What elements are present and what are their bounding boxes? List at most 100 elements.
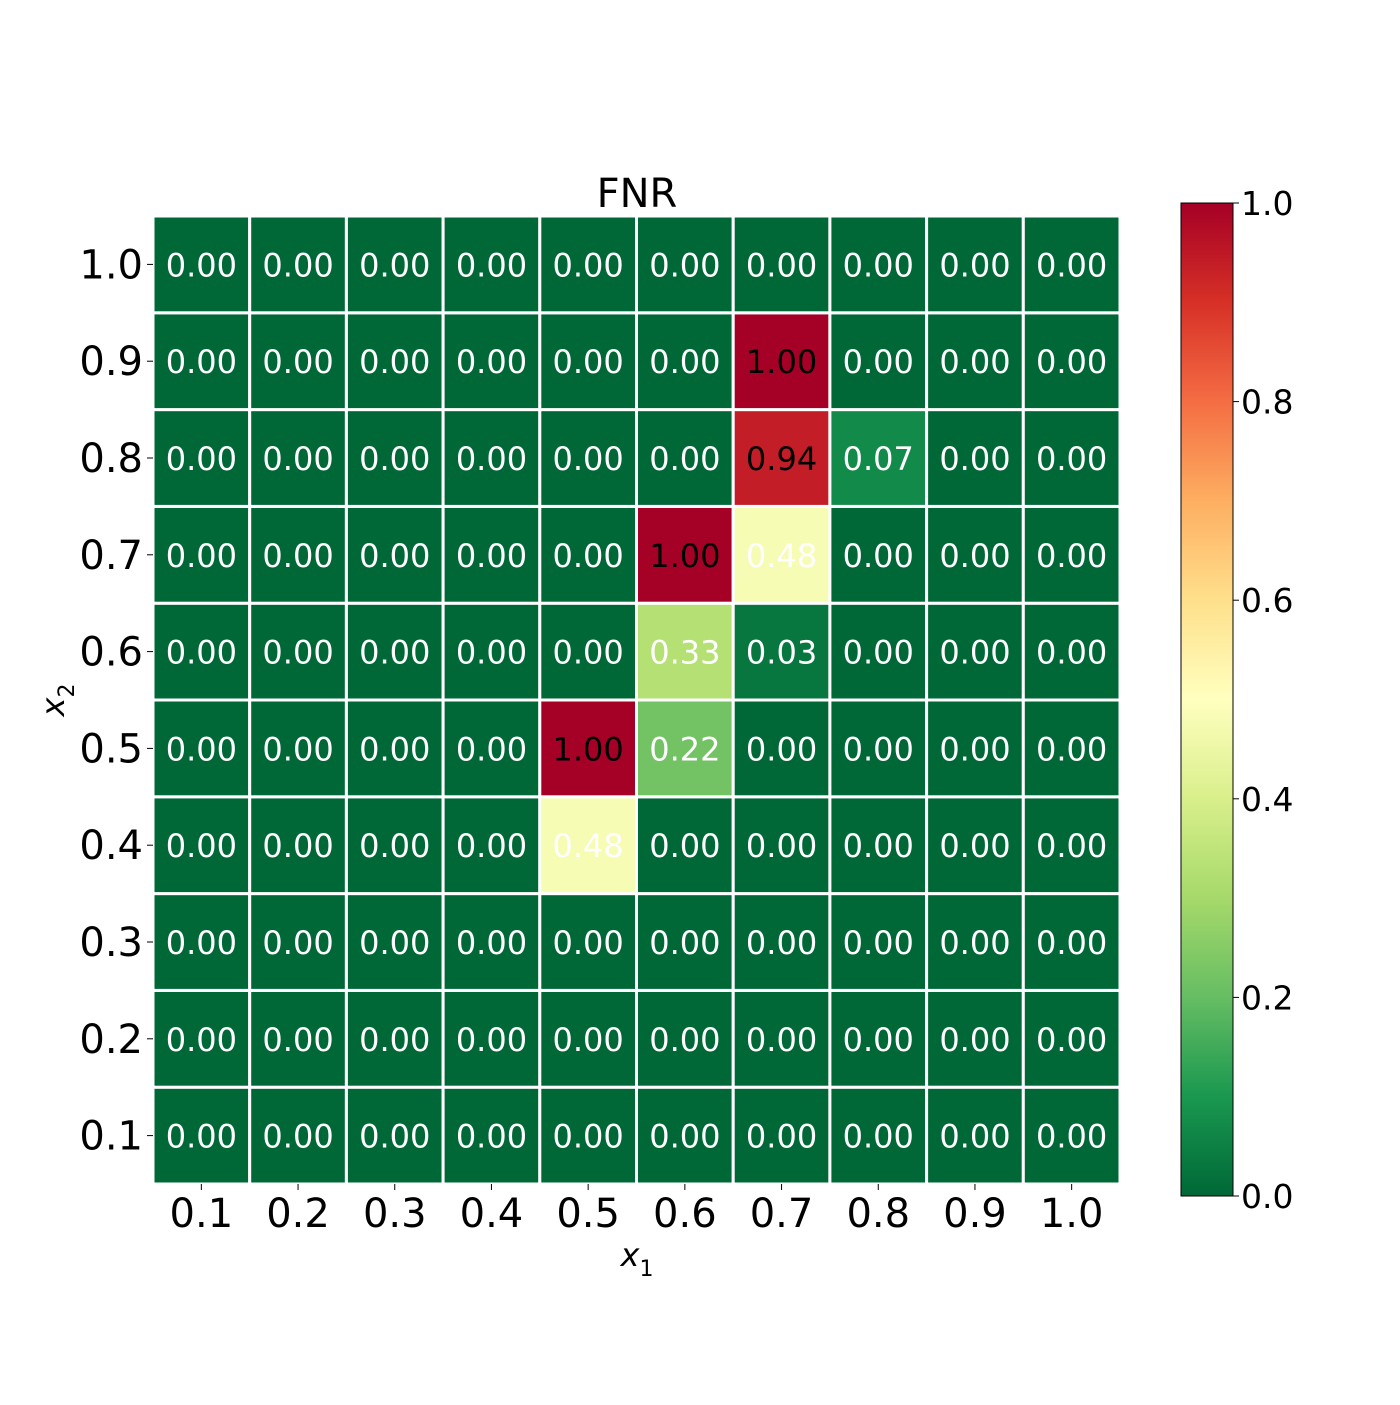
cell-value-label: 0.00 xyxy=(553,634,624,672)
cell-value-label: 0.00 xyxy=(939,440,1010,478)
colorbar-tick-label: 1.0 xyxy=(1241,184,1293,223)
cell-value-label: 0.00 xyxy=(649,1118,720,1156)
heatmap-cell xyxy=(828,1085,929,1186)
heatmap-cell xyxy=(925,214,1025,315)
heatmap-cell xyxy=(538,601,638,702)
cell-value-label: 0.00 xyxy=(359,246,430,284)
cell-value-label: 0.33 xyxy=(649,634,720,672)
cell-value-label: 0.00 xyxy=(456,1021,527,1059)
cell-value-label: 0.00 xyxy=(843,537,914,575)
heatmap-cell xyxy=(151,698,252,799)
cell-value-label: 0.00 xyxy=(939,730,1010,768)
x-tick-label: 0.9 xyxy=(943,1191,1007,1237)
cell-value-label: 0.00 xyxy=(262,634,333,672)
cell-value-label: 0.00 xyxy=(939,1021,1010,1059)
chart-title: FNR xyxy=(597,171,678,217)
colorbar-tick-label: 0.6 xyxy=(1241,581,1293,620)
cell-value-label: 0.03 xyxy=(746,634,817,672)
cell-value-label: 0.48 xyxy=(746,537,817,575)
x-tick-label: 0.4 xyxy=(460,1191,524,1237)
cell-value-label: 0.00 xyxy=(843,1021,914,1059)
heatmap-cell xyxy=(1021,504,1122,605)
heatmap-cell xyxy=(151,214,252,315)
heatmap-cell xyxy=(248,504,348,605)
cell-value-label: 0.00 xyxy=(166,924,237,962)
heatmap-cell xyxy=(441,795,542,896)
colorbar-tick-label: 0.2 xyxy=(1241,978,1293,1017)
heatmap-cell xyxy=(635,988,735,1089)
cell-value-label: 0.00 xyxy=(166,730,237,768)
cell-value-label: 0.00 xyxy=(359,827,430,865)
cell-value-label: 0.00 xyxy=(746,1118,817,1156)
colorbar-tick-label: 0.8 xyxy=(1241,383,1293,422)
cell-value-label: 0.00 xyxy=(262,1021,333,1059)
cell-value-label: 0.00 xyxy=(359,440,430,478)
cell-value-label: 0.00 xyxy=(746,246,817,284)
cell-value-label: 0.00 xyxy=(262,827,333,865)
cell-value-label: 0.00 xyxy=(746,1021,817,1059)
cell-value-label: 0.00 xyxy=(553,1118,624,1156)
x-tick-label: 0.3 xyxy=(363,1191,427,1237)
y-tick-label: 0.5 xyxy=(79,726,143,772)
cell-value-label: 0.00 xyxy=(939,634,1010,672)
cell-value-label: 0.07 xyxy=(843,440,914,478)
heatmap-cell xyxy=(731,988,832,1089)
cell-value-label: 0.00 xyxy=(553,343,624,381)
cell-value-label: 0.00 xyxy=(166,343,237,381)
cell-value-label: 0.00 xyxy=(456,924,527,962)
heatmap-cell xyxy=(925,988,1025,1089)
cell-value-label: 0.48 xyxy=(553,827,624,865)
cell-value-label: 0.00 xyxy=(1036,537,1107,575)
cell-value-label: 0.00 xyxy=(456,827,527,865)
y-tick-label: 0.2 xyxy=(79,1017,143,1063)
cell-value-label: 0.00 xyxy=(1036,634,1107,672)
heatmap-cell xyxy=(1021,601,1122,702)
cell-value-label: 0.00 xyxy=(166,1118,237,1156)
heatmap-cell xyxy=(828,892,929,992)
heatmap-cell xyxy=(538,795,638,896)
heatmap-cell xyxy=(731,408,832,508)
cell-value-label: 0.00 xyxy=(553,537,624,575)
heatmap-cell xyxy=(538,408,638,508)
cell-value-label: 0.00 xyxy=(166,1021,237,1059)
heatmap-cell xyxy=(1021,408,1122,508)
heatmap-cell xyxy=(635,1085,735,1186)
cell-value-label: 0.00 xyxy=(1036,1021,1107,1059)
x-tick-label: 0.6 xyxy=(653,1191,717,1237)
cell-value-label: 0.00 xyxy=(939,1118,1010,1156)
heatmap-cell xyxy=(635,504,735,605)
cell-value-label: 0.00 xyxy=(262,537,333,575)
cell-value-label: 0.00 xyxy=(939,246,1010,284)
x-tick-label: 0.8 xyxy=(846,1191,910,1237)
cell-value-label: 0.00 xyxy=(359,730,430,768)
cell-value-label: 0.00 xyxy=(746,730,817,768)
cell-value-label: 0.00 xyxy=(456,1118,527,1156)
x-axis-label-base: x xyxy=(620,1236,641,1274)
cell-value-label: 0.00 xyxy=(359,1118,430,1156)
y-tick-label: 0.7 xyxy=(79,533,143,579)
x-tick-label: 1.0 xyxy=(1040,1191,1104,1237)
cell-value-label: 0.00 xyxy=(843,1118,914,1156)
cell-value-label: 0.00 xyxy=(1036,924,1107,962)
cell-value-label: 1.00 xyxy=(649,537,720,575)
y-axis-ticks: 0.1 0.2 0.3 0.4 0.5 0.6 0.7 0.8 0.9 1.0 xyxy=(79,242,153,1160)
heatmap-cell xyxy=(828,795,929,896)
cell-value-label: 0.00 xyxy=(1036,440,1107,478)
heatmap-cell xyxy=(828,504,929,605)
cell-value-label: 0.00 xyxy=(939,924,1010,962)
heatmap-cell xyxy=(344,988,445,1089)
heatmap-cell xyxy=(1021,698,1122,799)
heatmap-cell xyxy=(248,698,348,799)
cell-value-label: 0.00 xyxy=(746,827,817,865)
cell-value-label: 1.00 xyxy=(553,730,624,768)
cell-value-label: 0.00 xyxy=(843,343,914,381)
cell-value-label: 0.00 xyxy=(359,537,430,575)
heatmap-cell xyxy=(828,698,929,799)
colorbar-ticks: 0.0 0.2 0.4 0.6 0.8 1.0 xyxy=(1233,184,1293,1216)
cell-value-label: 0.00 xyxy=(456,440,527,478)
cell-value-label: 0.00 xyxy=(553,924,624,962)
colorbar-tick-label: 0.4 xyxy=(1241,780,1293,819)
heatmap-cell xyxy=(925,698,1025,799)
cell-value-label: 0.00 xyxy=(843,634,914,672)
